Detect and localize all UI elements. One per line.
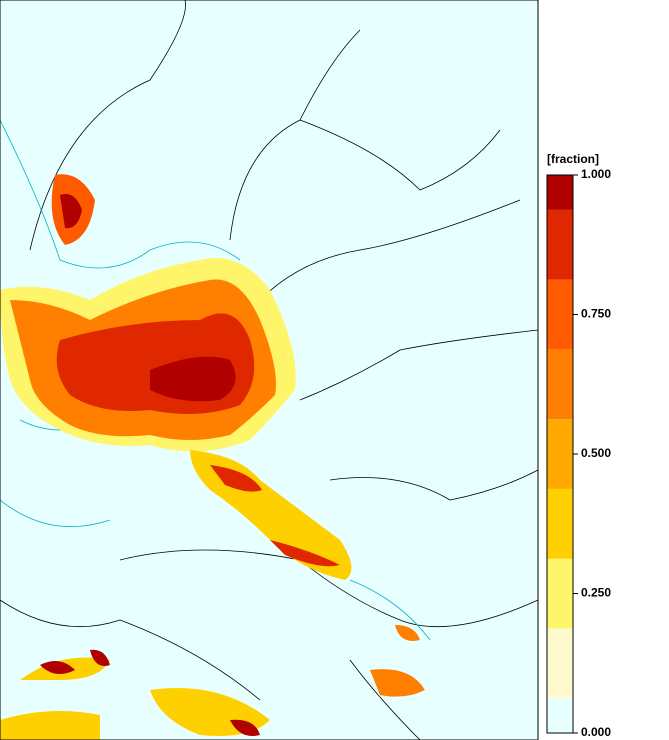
colorbar-bin xyxy=(547,558,573,629)
field-balkan xyxy=(0,657,270,740)
colorbar-bin xyxy=(547,209,573,280)
colorbar-tick-label: 0.250 xyxy=(581,586,611,600)
map xyxy=(0,0,539,740)
colorbar-tick-label: 0.750 xyxy=(581,307,611,321)
colorbar-tick-label: 0.500 xyxy=(581,446,611,460)
colorbar-bin xyxy=(547,698,573,733)
colorbar: 0.000 0.250 0.500 0.750 1.000 xyxy=(546,167,611,739)
colorbar-label: [fraction] xyxy=(547,152,599,166)
field-norway-max xyxy=(60,194,82,229)
field-max xyxy=(150,356,236,402)
field-balkan-max xyxy=(40,649,260,736)
field-carpath-high xyxy=(210,465,340,567)
colorbar-tick-label: 1.000 xyxy=(581,167,611,181)
map-frame xyxy=(0,0,539,740)
colorbar-bin xyxy=(547,279,573,350)
field-south xyxy=(370,625,425,697)
colorbar-bin xyxy=(547,628,573,699)
colorbar-bin xyxy=(547,488,573,559)
border-lines xyxy=(0,0,539,740)
colorbar-bin xyxy=(547,349,573,420)
colorbar-tick-label: 0.000 xyxy=(581,725,611,739)
colorbar-bin xyxy=(547,175,573,210)
colorbar-bin xyxy=(547,419,573,489)
